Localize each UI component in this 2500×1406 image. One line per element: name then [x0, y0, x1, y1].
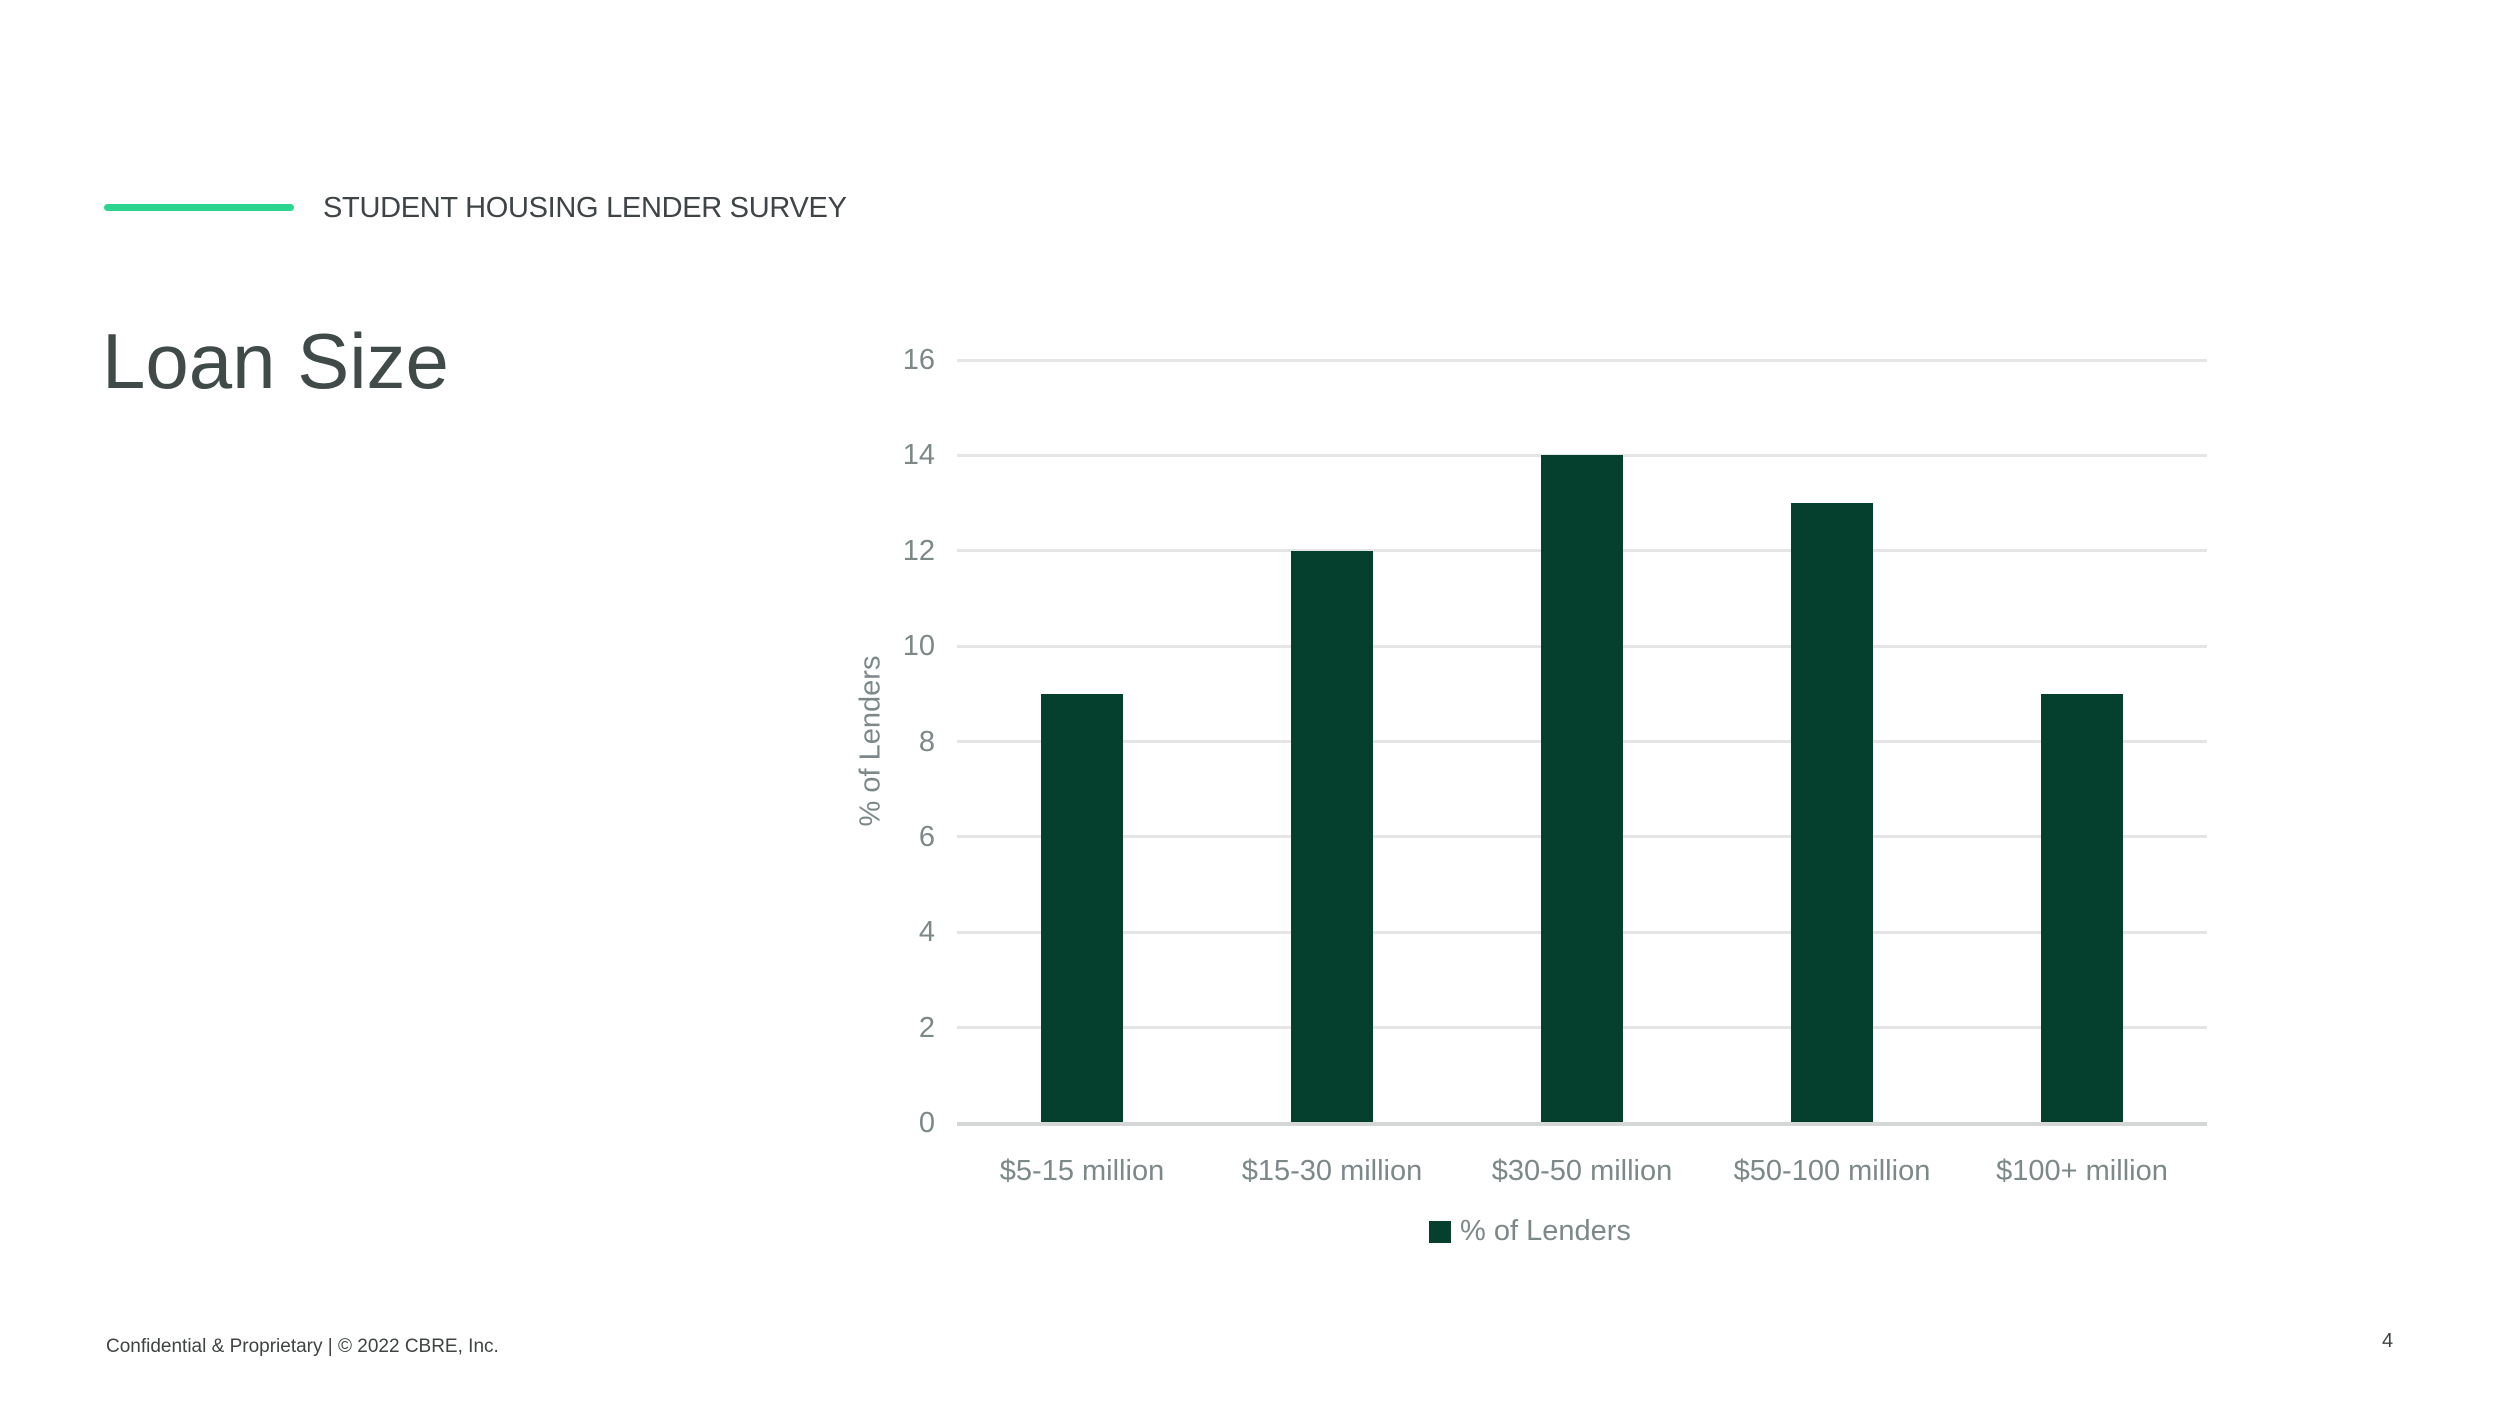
x-label-$30-50 million: $30-50 million — [1491, 1155, 1673, 1187]
y-axis-tick-labels: 0 2 4 6 8 10 12 14 16 — [835, 344, 935, 1139]
bar-$30-50 million — [1541, 455, 1623, 1123]
chart-legend: % of Lenders — [850, 1215, 2210, 1248]
y-tick-label-14: 14 — [902, 439, 935, 472]
x-label-$5-15 million: $5-15 million — [999, 1155, 1165, 1187]
bar-$5-15 million — [1041, 694, 1123, 1123]
accent-line — [104, 204, 294, 211]
bar-$100+ million — [2041, 694, 2123, 1123]
y-tick-label-2: 2 — [918, 1011, 935, 1044]
x-axis-category-labels: $5-15 million $15-30 million $30-50 millio… — [957, 1154, 2207, 1189]
y-tick-label-16: 16 — [902, 344, 935, 376]
slide-title: Loan Size — [102, 317, 449, 405]
legend-label: % of Lenders — [1460, 1215, 1631, 1247]
y-tick-label-6: 6 — [918, 820, 935, 853]
y-axis-title: % of Lenders — [854, 655, 887, 827]
y-tick-label-10: 10 — [902, 630, 935, 663]
x-axis-line — [957, 1122, 2207, 1126]
legend-swatch — [1429, 1221, 1452, 1243]
bar-$15-30 million — [1291, 551, 1373, 1123]
bar-$50-100 million — [1791, 503, 1873, 1123]
y-tick-label-8: 8 — [918, 725, 935, 758]
plot-area — [957, 358, 2207, 1123]
x-label-$100+ million: $100+ million — [1996, 1155, 2168, 1187]
y-tick-label-12: 12 — [902, 534, 935, 567]
x-label-$15-30 million: $15-30 million — [1241, 1155, 1423, 1187]
x-label-$50-100 million: $50-100 million — [1733, 1155, 1931, 1187]
page-number: 4 — [2382, 1330, 2394, 1352]
footer-confidentiality: Confidential & Proprietary | © 2022 CBRE… — [106, 1336, 499, 1357]
gridline-y-16 — [957, 358, 2207, 362]
y-tick-label-0: 0 — [918, 1107, 935, 1139]
slide-kicker: STUDENT HOUSING LENDER SURVEY — [323, 192, 847, 224]
y-tick-label-4: 4 — [918, 916, 935, 949]
